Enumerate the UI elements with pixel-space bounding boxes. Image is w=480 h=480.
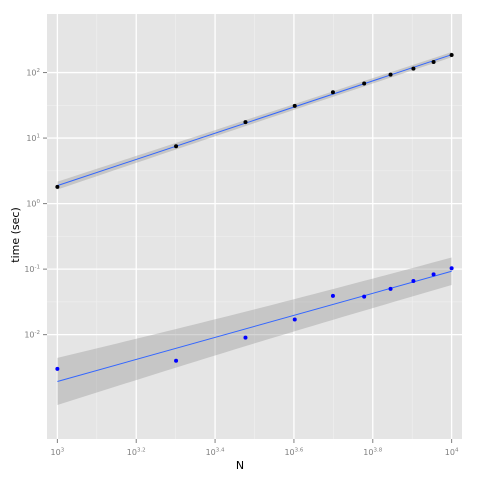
y-tick-label: 101: [26, 134, 40, 144]
x-tick-label: 104: [445, 448, 459, 458]
x-tick-label: 103.6: [284, 448, 303, 458]
fit-line-2: [57, 270, 452, 382]
y-tick-label: 100: [26, 199, 40, 209]
data-point-series-1: [431, 59, 436, 64]
y-tick-label: 10-2: [24, 330, 40, 340]
confidence-bands: [57, 52, 452, 406]
y-tick-label: 102: [26, 68, 40, 78]
fit-lines: [57, 54, 452, 382]
data-point-series-2: [243, 335, 248, 340]
data-point-series-2: [449, 266, 454, 271]
data-point-series-2: [55, 366, 60, 371]
x-axis-ticks: 103 103.2 103.4 103.6 103.8 104: [51, 439, 459, 457]
data-points: [55, 53, 454, 371]
data-point-series-1: [362, 81, 367, 86]
data-point-series-2: [174, 358, 179, 363]
y-tick-label: 10-1: [24, 265, 40, 275]
data-point-series-1: [292, 103, 297, 108]
data-point-series-2: [411, 278, 416, 283]
grid: [47, 14, 462, 439]
confidence-band-2: [57, 257, 452, 406]
data-point-series-2: [330, 293, 335, 298]
data-point-series-2: [431, 272, 436, 277]
data-point-series-1: [174, 144, 179, 149]
data-point-series-1: [243, 120, 248, 125]
data-point-series-2: [362, 294, 367, 299]
data-point-series-1: [449, 53, 454, 58]
fit-line-1: [57, 54, 452, 187]
x-tick-label: 103.2: [127, 448, 146, 458]
x-tick-label: 103.4: [206, 448, 225, 458]
data-point-series-2: [388, 286, 393, 291]
x-tick-label: 103.8: [363, 448, 382, 458]
y-axis-ticks: 10-2 10-1 100 101 102: [24, 68, 47, 340]
confidence-band-1: [57, 52, 452, 190]
data-point-series-1: [55, 184, 60, 189]
x-axis-title: N: [236, 459, 244, 472]
y-axis-title: time (sec): [9, 207, 22, 262]
x-tick-label: 103: [51, 448, 65, 458]
data-point-series-1: [330, 90, 335, 95]
data-point-series-1: [411, 66, 416, 71]
data-point-series-1: [388, 72, 393, 77]
data-point-series-2: [292, 317, 297, 322]
